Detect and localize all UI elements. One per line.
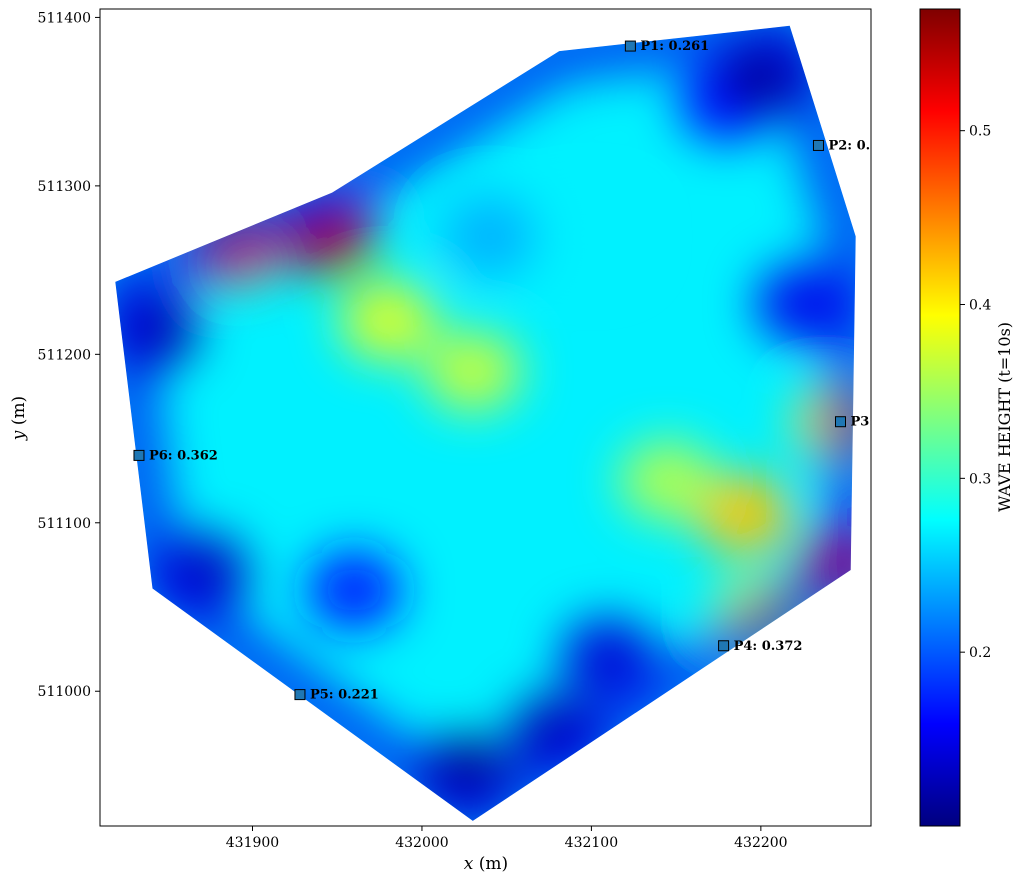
probe-marker	[133, 449, 145, 461]
field-hotspot	[340, 280, 437, 361]
probe-marker	[834, 416, 846, 428]
probe-marker	[812, 139, 824, 151]
y-axis-ticks: 511000 511100 511200 511300 511400	[38, 10, 100, 700]
plot-area: P1: 0.261 P2: 0.266 P3: 0.405 P4: 0.372 P5: …	[115, 25, 919, 821]
colorbar-tick-label: 0.3	[969, 471, 991, 487]
colorbar-tick-label: 0.5	[969, 124, 991, 140]
colorbar-tick-label: 0.4	[969, 298, 991, 314]
x-tick-label: 432000	[395, 835, 448, 851]
x-axis-unit: (m)	[473, 854, 508, 874]
colorbar-tick-label: 0.2	[969, 645, 991, 661]
plot-frame	[99, 8, 872, 827]
y-axis-label: y (m)	[9, 396, 29, 441]
x-tick-label: 431900	[226, 835, 279, 851]
wave-field	[115, 25, 856, 821]
probe-label: P5: 0.221	[310, 688, 379, 703]
field-base	[115, 25, 856, 821]
probe-markers: P1: 0.261 P2: 0.266 P3: 0.405 P4: 0.372 P5: …	[133, 39, 919, 703]
colorbar-ticks: 0.2 0.3 0.4 0.5	[960, 124, 991, 661]
field-hotspot	[695, 474, 792, 555]
field-hotspot	[441, 196, 538, 277]
probe-label: P1: 0.261	[640, 39, 709, 54]
probe-label: P6: 0.362	[149, 448, 218, 463]
probe-marker	[294, 689, 306, 701]
field-hotspot	[560, 617, 657, 698]
field-hotspot	[424, 331, 521, 412]
colorbar-label: WAVE HEIGHT (t=10s)	[995, 322, 1014, 512]
probe-marker	[624, 40, 636, 52]
field-hotspot	[543, 196, 640, 277]
y-tick-label: 511200	[38, 347, 91, 363]
y-tick-label: 511000	[38, 684, 91, 700]
y-tick-label: 511400	[38, 10, 91, 26]
x-axis-ticks: 431900 432000 432100 432200	[226, 826, 788, 851]
x-axis-label: x (m)	[464, 854, 508, 874]
y-tick-label: 511300	[38, 179, 91, 195]
colorbar	[919, 8, 961, 827]
y-axis-var: y	[9, 430, 29, 441]
probe-label: P2: 0.266	[828, 138, 897, 153]
field-hotspot	[306, 550, 403, 631]
y-tick-label: 511100	[38, 516, 91, 532]
x-tick-label: 432200	[734, 835, 787, 851]
probe-marker	[718, 640, 730, 652]
field-hotspot	[619, 440, 716, 521]
y-axis-unit: (m)	[9, 396, 29, 431]
x-axis-var: x	[464, 854, 474, 874]
x-tick-label: 432100	[565, 835, 618, 851]
probe-label: P4: 0.372	[734, 639, 803, 654]
probe-label: P3: 0.405	[850, 415, 919, 430]
